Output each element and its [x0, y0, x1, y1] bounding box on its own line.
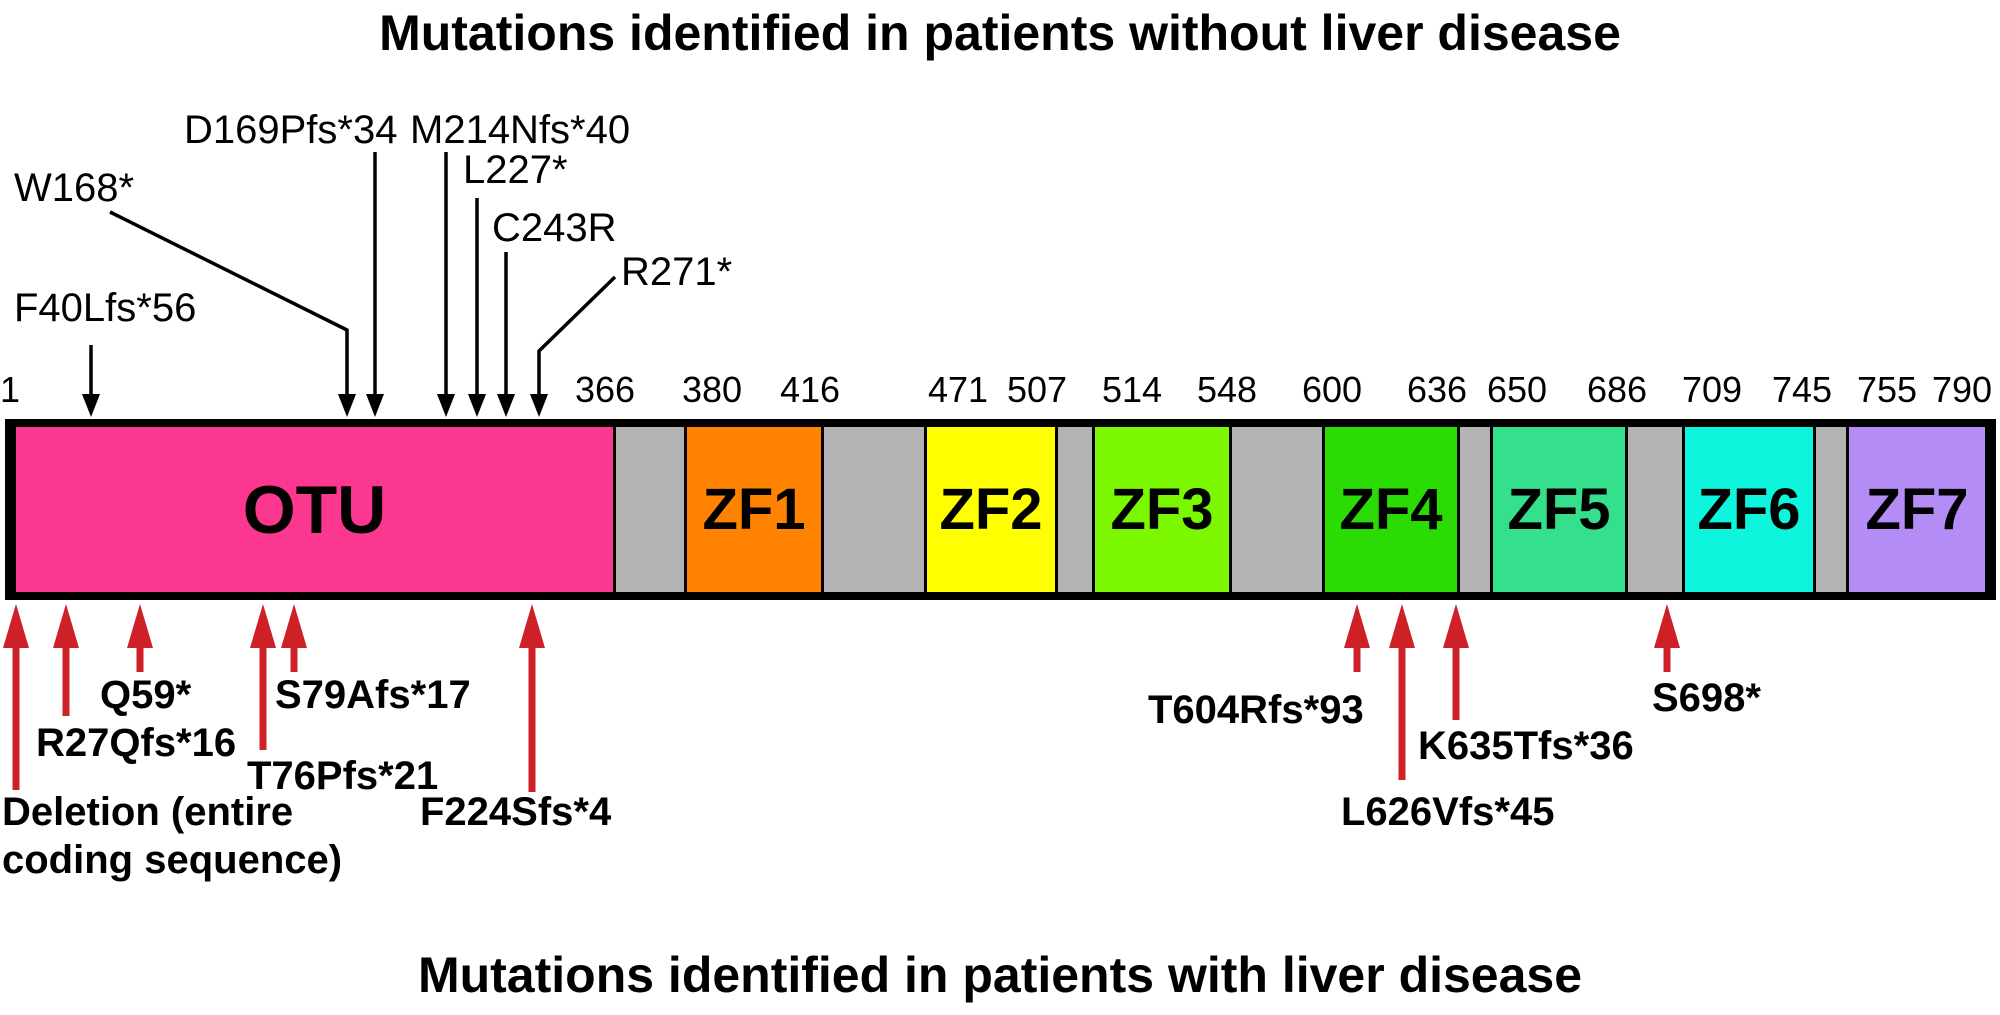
arrow-head-D169Pfs*34	[366, 394, 384, 417]
mutation-label-T604Rfs*93: T604Rfs*93	[1148, 688, 1364, 732]
residue-label-636: 636	[1406, 369, 1468, 410]
residue-label-709: 709	[1681, 369, 1743, 410]
arrow-line-W168*	[109, 210, 349, 398]
residue-label-507: 507	[1006, 369, 1068, 410]
residue-label-471: 471	[927, 369, 989, 410]
residue-label-755: 755	[1856, 369, 1918, 410]
arrow-head-F40Lfs*56	[82, 394, 100, 417]
arrow-line-R271*	[537, 275, 617, 398]
mutation-label-F40Lfs*56: F40Lfs*56	[14, 286, 197, 330]
domain-ZF1: ZF1	[684, 427, 824, 592]
arrow-head-K635Tfs*36	[1443, 604, 1469, 648]
protein-domain-bar: OTU ZF1 ZF2 ZF3 ZF4 ZF5 ZF6 ZF7	[5, 419, 1996, 600]
domain-label-ZF1: ZF1	[702, 476, 806, 542]
residue-label-686: 686	[1586, 369, 1648, 410]
linker-segment	[824, 427, 924, 592]
residue-label-790: 790	[1931, 369, 1993, 410]
linker-segment	[1816, 427, 1846, 592]
arrow-head-Deletion (entire	[3, 604, 29, 648]
mutation-label-K635Tfs*36: K635Tfs*36	[1418, 724, 1634, 768]
arrow-head-M214Nfs*40	[437, 394, 455, 417]
residue-label-380: 380	[681, 369, 743, 410]
domain-label-ZF4: ZF4	[1339, 476, 1443, 542]
domain-label-ZF3: ZF3	[1110, 476, 1214, 542]
linker-segment	[1628, 427, 1682, 592]
arrow-head-S79Afs*17	[281, 604, 307, 648]
domain-ZF3: ZF3	[1092, 427, 1232, 592]
arrow-head-L626Vfs*45	[1389, 604, 1415, 648]
arrow-head-R27Qfs*16	[53, 604, 79, 648]
mutation-label-T76Pfs*21: T76Pfs*21	[247, 754, 439, 798]
arrow-head-R271*	[530, 394, 548, 417]
linker-segment	[1460, 427, 1490, 592]
arrow-head-C243R	[497, 394, 515, 417]
residue-label-514: 514	[1101, 369, 1163, 410]
residue-label-366: 366	[574, 369, 636, 410]
mutation-label-Deletionentire: Deletion (entire coding sequence)	[2, 790, 343, 882]
residue-scale-row: 1 366 380 416 471 507 514 548 600 636 650 686 709 745…	[0, 372, 2000, 416]
residue-label-1: 1	[0, 369, 21, 410]
mutation-label-R271*: R271*	[621, 250, 733, 294]
arrow-head-W168*	[338, 394, 356, 417]
domain-label-OTU: OTU	[242, 471, 387, 548]
arrow-head-T604Rfs*93	[1344, 604, 1370, 648]
mutation-label-D169Pfs*34: D169Pfs*34	[184, 108, 398, 152]
residue-label-600: 600	[1301, 369, 1363, 410]
mutation-label-W168*: W168*	[14, 166, 135, 210]
mutation-label-R27Qfs*16: R27Qfs*16	[36, 721, 237, 765]
domain-ZF4: ZF4	[1322, 427, 1460, 592]
residue-label-416: 416	[779, 369, 841, 410]
arrow-head-S698*	[1654, 604, 1680, 648]
linker-segment	[1058, 427, 1092, 592]
domain-label-ZF5: ZF5	[1507, 476, 1611, 542]
title-with-liver-disease: Mutations identified in patients with li…	[417, 947, 1583, 1003]
domain-ZF7: ZF7	[1846, 427, 1988, 592]
domain-ZF2: ZF2	[924, 427, 1058, 592]
residue-label-650: 650	[1486, 369, 1548, 410]
mutation-label-M214Nfs*40: M214Nfs*40	[410, 108, 631, 152]
domain-label-ZF2: ZF2	[939, 476, 1043, 542]
residue-label-548: 548	[1196, 369, 1258, 410]
linker-segment	[1232, 427, 1322, 592]
arrow-head-L227*	[468, 394, 486, 417]
mutation-label-F224Sfs*4: F224Sfs*4	[420, 790, 612, 834]
mutation-label-S698*: S698*	[1652, 676, 1761, 720]
domain-ZF5: ZF5	[1490, 427, 1628, 592]
domain-ZF6: ZF6	[1682, 427, 1816, 592]
arrow-head-F224Sfs*4	[519, 604, 545, 648]
domain-label-ZF7: ZF7	[1865, 476, 1969, 542]
mutation-label-Q59*: Q59*	[100, 673, 192, 717]
arrow-head-Q59*	[127, 604, 153, 648]
mutation-label-L626Vfs*45: L626Vfs*45	[1341, 790, 1555, 834]
linker-segment	[616, 427, 684, 592]
residue-label-745: 745	[1771, 369, 1833, 410]
mutation-label-S79Afs*17: S79Afs*17	[275, 673, 471, 717]
arrow-head-T76Pfs*21	[250, 604, 276, 648]
mutation-label-C243R: C243R	[492, 206, 617, 250]
mutation-label-L227*: L227*	[463, 148, 568, 192]
domain-OTU: OTU	[13, 427, 616, 592]
domain-label-ZF6: ZF6	[1697, 476, 1801, 542]
title-without-liver-disease: Mutations identified in patients without…	[379, 5, 1621, 61]
